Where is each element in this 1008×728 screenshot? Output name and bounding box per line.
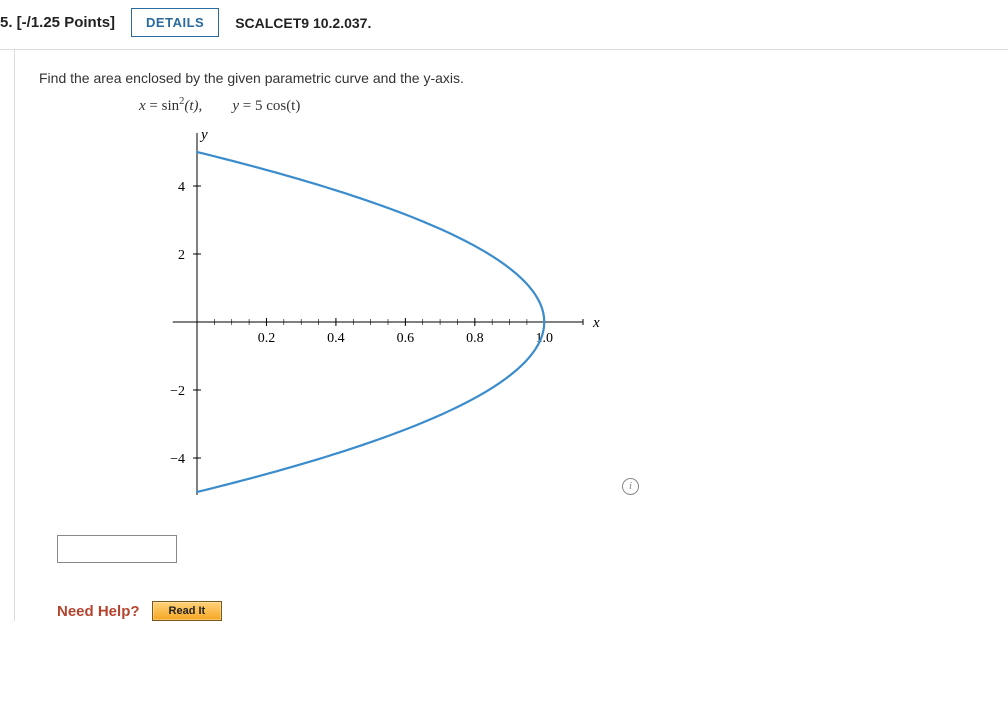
- svg-text:0.2: 0.2: [258, 331, 276, 346]
- svg-text:0.4: 0.4: [327, 331, 345, 346]
- read-it-button[interactable]: Read It: [152, 601, 223, 621]
- svg-text:x: x: [592, 315, 600, 331]
- eq-gap: [202, 98, 232, 114]
- eq-x-post: (t),: [184, 98, 202, 114]
- need-help-label: Need Help?: [57, 603, 140, 620]
- svg-text:−4: −4: [170, 452, 185, 467]
- chart-area: 0.20.40.60.81.042−2−4yx i: [109, 125, 609, 525]
- svg-text:0.8: 0.8: [466, 331, 484, 346]
- eq-y-lhs: y: [232, 98, 239, 114]
- svg-text:−2: −2: [170, 384, 185, 399]
- question-body: Find the area enclosed by the given para…: [14, 50, 1008, 621]
- eq-x-lhs: x: [139, 98, 146, 114]
- svg-text:4: 4: [178, 180, 185, 195]
- question-number: 5. [-/1.25 Points]: [0, 14, 115, 31]
- answer-input[interactable]: [57, 535, 177, 563]
- svg-text:y: y: [199, 127, 208, 143]
- question-source: SCALCET9 10.2.037.: [235, 15, 371, 31]
- info-icon[interactable]: i: [622, 478, 639, 495]
- details-button[interactable]: DETAILS: [131, 8, 219, 37]
- question-header: 5. [-/1.25 Points] DETAILS SCALCET9 10.2…: [0, 0, 1008, 50]
- parametric-chart: 0.20.40.60.81.042−2−4yx: [109, 125, 609, 525]
- eq-x-pre: = sin: [146, 98, 179, 114]
- svg-text:0.6: 0.6: [397, 331, 415, 346]
- equations: x = sin2(t), y = 5 cos(t): [39, 86, 1008, 115]
- svg-text:2: 2: [178, 248, 185, 263]
- need-help-row: Need Help? Read It: [57, 601, 1008, 621]
- eq-y-rhs: = 5 cos(t): [239, 98, 300, 114]
- question-container: 5. [-/1.25 Points] DETAILS SCALCET9 10.2…: [0, 0, 1008, 728]
- prompt-text: Find the area enclosed by the given para…: [39, 70, 1008, 86]
